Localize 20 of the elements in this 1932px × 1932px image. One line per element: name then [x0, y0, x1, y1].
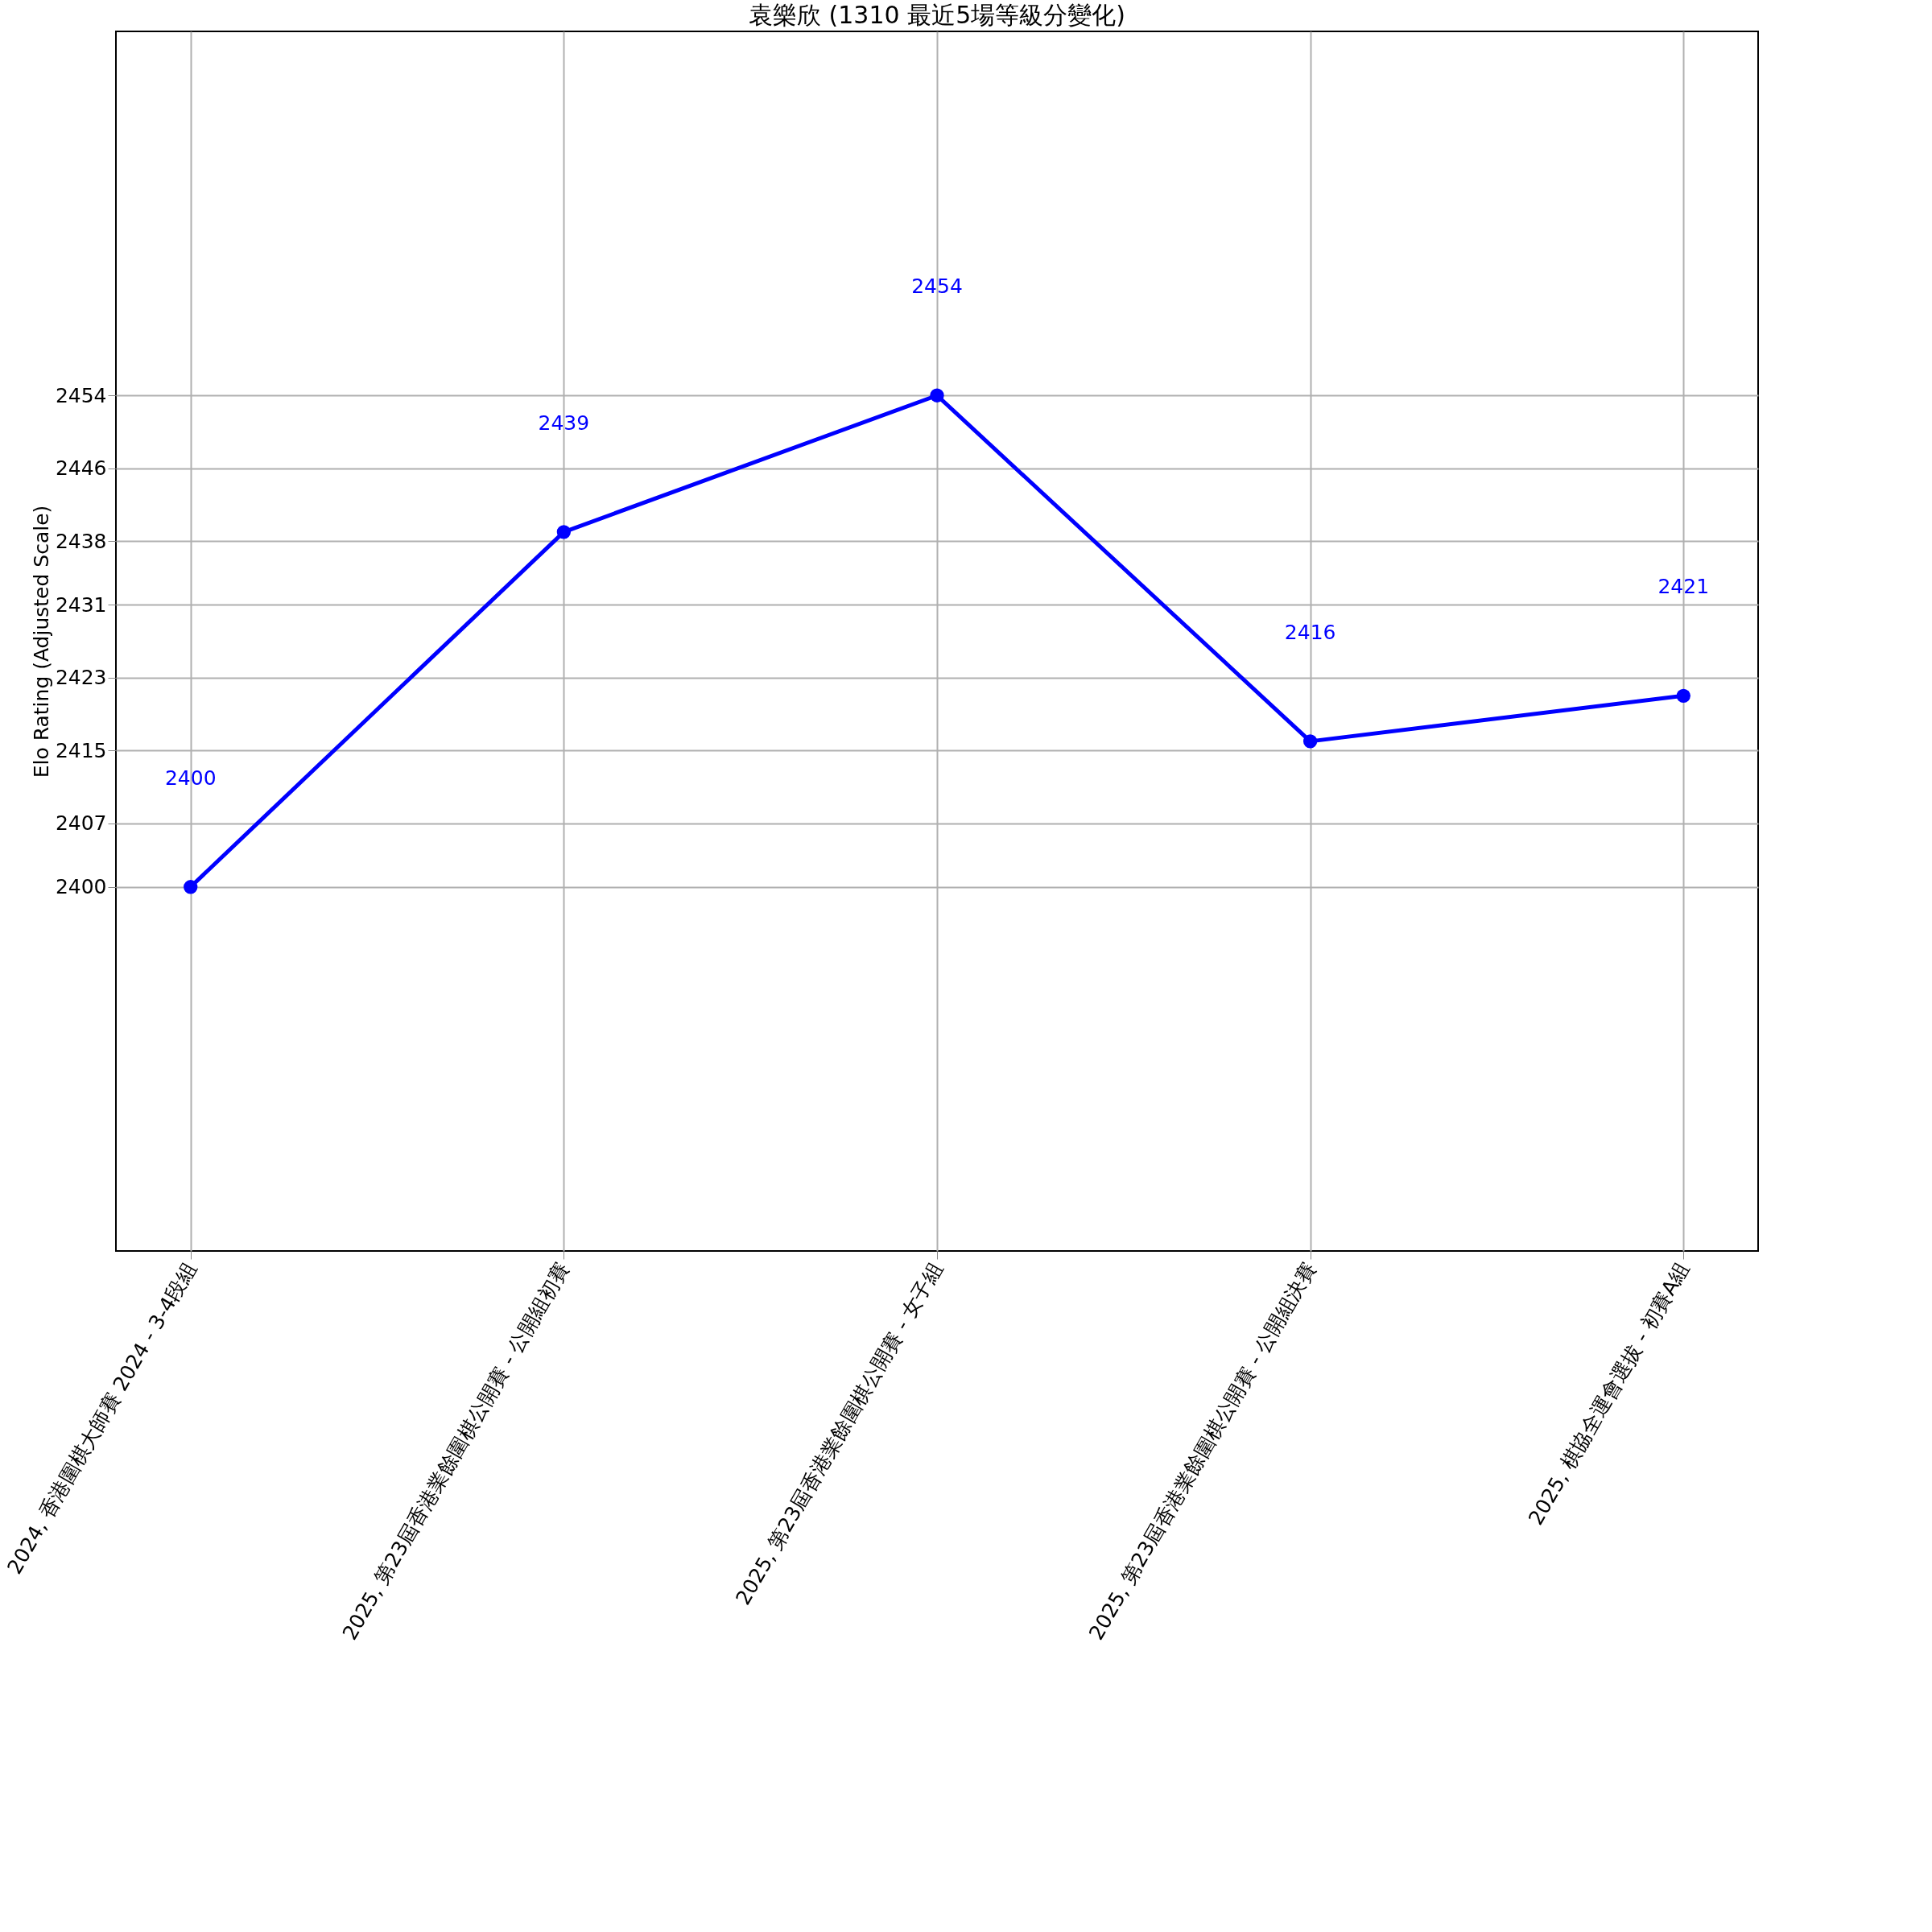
annotation: 2416 [1284, 620, 1336, 644]
y-tick-label: 2454 [55, 383, 107, 407]
y-axis-title: Elo Rating (Adjusted Scale) [29, 505, 53, 778]
annotation: 2439 [538, 411, 590, 435]
y-tick-label: 2407 [55, 811, 107, 836]
annotation: 2454 [911, 275, 963, 299]
annotation: 2400 [164, 766, 217, 790]
point [1302, 734, 1318, 749]
point [930, 388, 944, 402]
y-tick-label: 2400 [55, 875, 107, 899]
y-tick-label: 2415 [55, 738, 107, 762]
point [184, 880, 198, 894]
y-tick-label: 2423 [55, 666, 107, 690]
y-tick-label: 2446 [55, 456, 107, 481]
y-tick-label: 2438 [55, 529, 107, 553]
chart-title: 袁樂欣 (1310 最近5場等級分變化) [749, 1, 1125, 29]
point [1676, 688, 1690, 703]
y-tick-label: 2431 [55, 592, 107, 617]
annotation: 2421 [1657, 575, 1710, 599]
point [556, 525, 572, 539]
